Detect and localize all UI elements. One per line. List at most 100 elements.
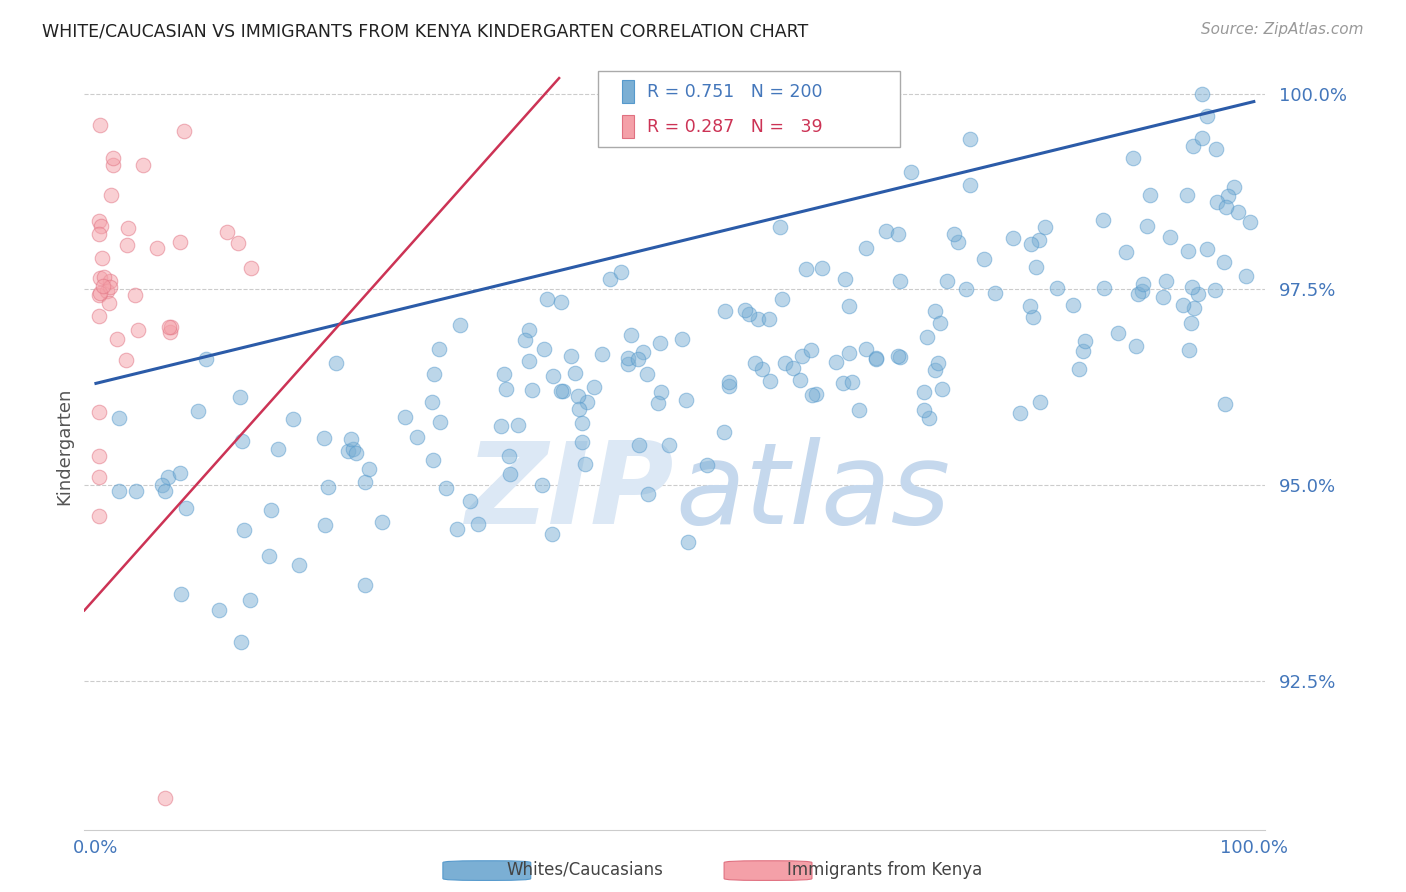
Text: R = 0.751   N = 200: R = 0.751 N = 200 <box>647 83 823 101</box>
Point <box>89 118 111 132</box>
Point <box>574 457 596 471</box>
Text: Source: ZipAtlas.com: Source: ZipAtlas.com <box>1201 22 1364 37</box>
Point <box>517 353 540 368</box>
Point <box>744 356 766 370</box>
Point <box>353 475 375 489</box>
Point <box>1197 109 1219 123</box>
Point <box>446 522 468 536</box>
Point <box>637 487 659 501</box>
Point <box>1067 362 1090 376</box>
Point <box>714 303 737 318</box>
Point <box>790 349 813 363</box>
Point <box>1025 260 1047 275</box>
Point <box>912 385 935 400</box>
Point <box>948 235 970 249</box>
Point <box>834 272 856 286</box>
Point <box>89 470 111 484</box>
Point <box>927 356 949 370</box>
Point <box>536 292 558 306</box>
Point <box>1223 180 1246 194</box>
Point <box>1215 200 1237 214</box>
Point <box>838 346 860 360</box>
Point <box>520 383 543 397</box>
Point <box>458 494 481 508</box>
Point <box>97 295 120 310</box>
Point <box>984 285 1007 300</box>
Point <box>1092 281 1115 295</box>
Point <box>159 325 181 339</box>
Point <box>117 238 139 252</box>
Point <box>89 286 111 301</box>
Text: ZIP: ZIP <box>467 436 675 548</box>
Point <box>515 333 537 347</box>
Point <box>541 368 564 383</box>
Point <box>342 442 364 457</box>
Text: Immigrants from Kenya: Immigrants from Kenya <box>787 861 983 879</box>
Point <box>1091 213 1114 227</box>
Point <box>517 323 540 337</box>
Point <box>583 380 606 394</box>
Point <box>889 274 911 288</box>
Point <box>194 351 217 366</box>
Point <box>959 178 981 193</box>
Point <box>420 395 443 409</box>
Point <box>915 330 938 344</box>
Point <box>1107 326 1129 340</box>
Point <box>101 158 124 172</box>
Point <box>1029 395 1052 409</box>
Point <box>942 227 965 242</box>
Point <box>1035 219 1057 234</box>
Point <box>89 227 111 242</box>
Text: atlas: atlas <box>675 436 950 548</box>
Point <box>339 432 361 446</box>
Point <box>98 274 121 288</box>
Point <box>157 320 180 334</box>
FancyBboxPatch shape <box>443 861 531 880</box>
Point <box>208 602 231 616</box>
Point <box>541 526 564 541</box>
Point <box>838 300 860 314</box>
Point <box>1019 299 1042 313</box>
Point <box>96 284 118 298</box>
Point <box>187 404 209 418</box>
Point <box>560 349 582 363</box>
Point <box>599 272 621 286</box>
Point <box>169 235 191 250</box>
Point <box>1212 255 1234 269</box>
Point <box>434 481 457 495</box>
Point <box>1227 204 1250 219</box>
Point <box>1205 194 1227 209</box>
Point <box>1019 236 1042 251</box>
Point <box>91 278 114 293</box>
Point <box>1195 242 1218 256</box>
Point <box>107 484 129 499</box>
Point <box>215 225 238 239</box>
Point <box>647 396 669 410</box>
Point <box>564 366 586 380</box>
Point <box>855 343 877 357</box>
Point <box>1122 151 1144 165</box>
Point <box>101 151 124 165</box>
Point <box>314 431 336 445</box>
Point <box>789 373 811 387</box>
Point <box>1073 343 1095 358</box>
Point <box>1159 230 1181 244</box>
Point <box>357 462 380 476</box>
Point <box>1130 284 1153 298</box>
Point <box>89 287 111 301</box>
Point <box>125 483 148 498</box>
Text: WHITE/CAUCASIAN VS IMMIGRANTS FROM KENYA KINDERGARTEN CORRELATION CHART: WHITE/CAUCASIAN VS IMMIGRANTS FROM KENYA… <box>42 22 808 40</box>
Point <box>155 791 177 805</box>
Point <box>571 435 593 450</box>
FancyBboxPatch shape <box>724 861 813 880</box>
Text: R = 0.287   N =   39: R = 0.287 N = 39 <box>647 118 823 136</box>
Point <box>628 438 651 452</box>
Point <box>344 446 367 460</box>
Point <box>928 316 950 330</box>
Point <box>576 395 599 409</box>
Point <box>1177 244 1199 258</box>
Point <box>955 282 977 296</box>
Point <box>231 434 253 448</box>
Point <box>89 509 111 524</box>
Point <box>100 188 122 202</box>
